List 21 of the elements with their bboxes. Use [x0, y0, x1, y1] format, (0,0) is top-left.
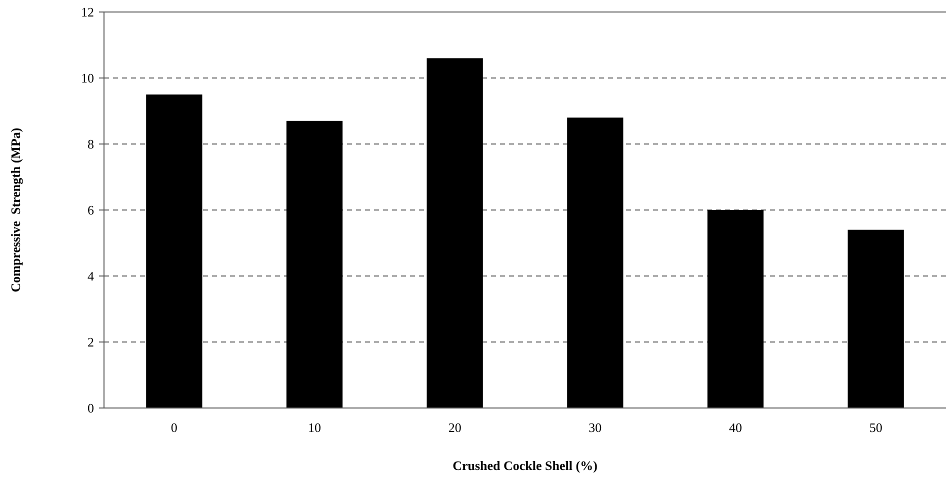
y-tick-label: 8: [88, 136, 94, 152]
y-tick-label: 0: [88, 400, 94, 416]
x-tick-label: 50: [869, 420, 882, 435]
x-tick-label: 10: [308, 420, 321, 435]
bar: [848, 230, 904, 408]
bar: [146, 94, 202, 408]
x-tick-label: 20: [448, 420, 462, 435]
x-tick-label: 30: [588, 420, 602, 435]
y-tick-label: 6: [88, 202, 94, 218]
y-tick-label: 4: [88, 268, 94, 284]
bar: [707, 210, 764, 408]
y-tick-label: 12: [81, 4, 94, 20]
x-tick-label: 40: [729, 420, 742, 435]
bar: [567, 118, 624, 408]
y-axis-title: Compressive Strength (MPa): [8, 128, 23, 292]
x-axis-title: Crushed Cockle Shell (%): [452, 458, 598, 473]
bar: [426, 58, 483, 408]
y-tick-label: 10: [81, 70, 94, 86]
y-tick-label: 2: [88, 334, 94, 350]
bar: [286, 120, 343, 408]
x-tick-label: 0: [170, 420, 178, 435]
